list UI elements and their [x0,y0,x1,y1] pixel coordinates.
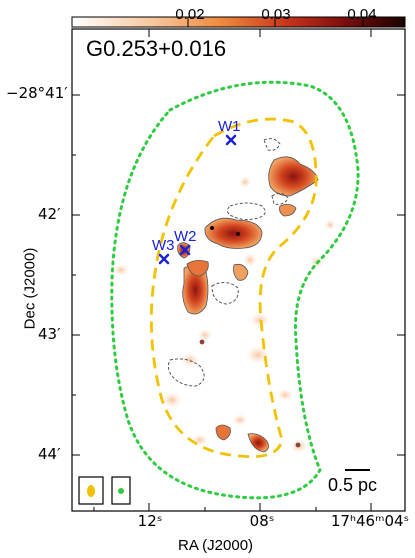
markers [158,134,237,265]
x-axis-label: RA (J2000) [178,537,254,554]
scalebar-label: 0.5 pc [328,475,378,495]
dec-tick-label: 44′ [38,445,61,463]
beam-yellow [87,485,95,497]
colorbar-tick-label: 0.02 [175,6,205,23]
grey-contours [167,138,289,387]
emission-clumps [177,156,319,453]
axis-ticks [72,29,405,511]
colorbar-tick-label: 0.03 [261,6,291,23]
dec-tick-label: −28°41′ [6,84,68,102]
marker-w2-label: W2 [174,228,197,245]
y-axis-label: Dec (J2000) [21,247,39,330]
marker-w1-cross [225,134,237,146]
marker-w3-cross [158,253,170,265]
dec-tick-label: 42′ [38,205,61,223]
ra-tick-label: 17ʰ46ᵐ04ˢ [330,512,410,530]
marker-w1-label: W1 [218,118,241,135]
dec-tick-label: 43′ [38,325,61,343]
marker-w3-label: W3 [152,237,175,254]
faint-emission [113,176,336,453]
green-dotted-contour [110,80,360,500]
marker-w2-cross [179,244,191,256]
colorbar-ticks [187,17,364,27]
colorbar-tick-label: 0.04 [347,6,377,23]
figure-title: G0.253+0.016 [86,36,227,61]
colorbar [71,16,406,28]
ra-tick-label: 12ˢ [137,512,163,530]
beam-green [118,488,124,494]
yellow-dashed-contour [149,117,318,459]
ra-tick-label: 08ˢ [249,512,275,530]
beam-legend [78,476,131,505]
